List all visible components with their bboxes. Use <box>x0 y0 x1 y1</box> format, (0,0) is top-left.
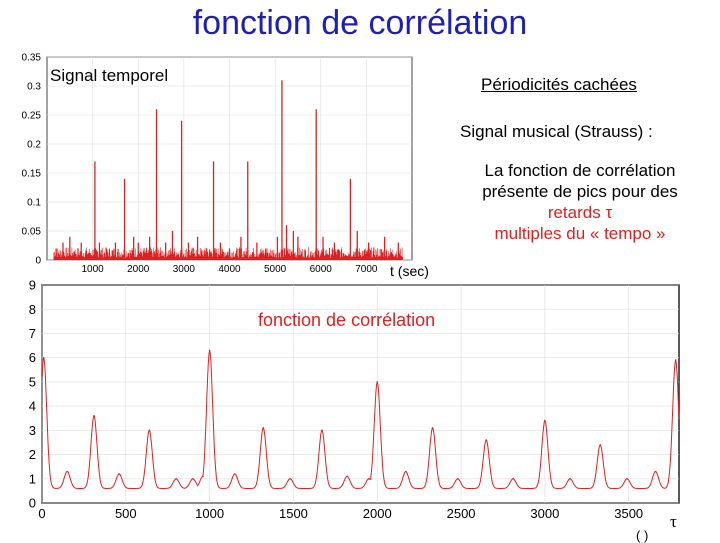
bottom-y-tick-label: 1 <box>29 471 36 486</box>
bottom-y-tick-label: 5 <box>29 374 36 389</box>
bottom-y-tick-label: 2 <box>29 447 36 462</box>
bottom-x-ticks: 0 500 1000 1500 2000 2500 3000 3500 <box>38 506 643 521</box>
top-y-tick-label: 0.25 <box>22 111 42 122</box>
bottom-peak <box>202 475 204 478</box>
top-chart: 0 0.05 0.1 0.15 0.2 0.25 0.3 0.35 1000 2000 3000 4… <box>22 53 413 275</box>
top-y-tick-label: 0.1 <box>27 198 41 209</box>
label-periodicites-cachees: Périodicités cachées <box>481 75 637 94</box>
top-y-tick-label: 0 <box>35 256 41 267</box>
bottom-peak <box>346 475 348 478</box>
bottom-peak <box>118 473 120 475</box>
label-tau: τ <box>670 512 677 531</box>
explanation-line-4: multiples du « tempo » <box>494 224 666 243</box>
label-t-sec: t (sec) <box>390 263 429 279</box>
explanation-line-1: La fonction de corrélation <box>484 161 676 180</box>
bottom-grid <box>41 284 679 504</box>
bottom-x-tick-label: 1500 <box>279 506 308 521</box>
bottom-x-tick-label: 1000 <box>195 506 224 521</box>
bottom-y-tick-label: 3 <box>29 423 36 438</box>
top-x-tick-label: 3000 <box>173 264 196 275</box>
bottom-peak <box>626 477 628 480</box>
bottom-chart: 0 1 2 3 4 5 6 7 8 9 0 500 1000 1500 2000 2500 3000 3500 <box>29 278 680 521</box>
explanation-line-2: présente de pics pour des <box>482 182 678 201</box>
top-x-tick-label: 4000 <box>218 264 241 275</box>
label-signal-temporel: Signal temporel <box>50 66 169 85</box>
bottom-x-tick-label: 3500 <box>614 506 643 521</box>
bottom-y-tick-label: 8 <box>29 302 36 317</box>
bottom-x-tick-label: 2000 <box>363 506 392 521</box>
top-signal-series <box>53 80 403 260</box>
top-y-tick-label: 0.35 <box>22 53 42 64</box>
top-x-tick-label: 6000 <box>310 264 333 275</box>
bottom-peak <box>456 477 459 480</box>
top-y-tick-label: 0.3 <box>27 82 41 93</box>
top-y-ticks: 0 0.05 0.1 0.15 0.2 0.25 0.3 0.35 <box>22 53 42 267</box>
bottom-y-tick-label: 6 <box>29 350 36 365</box>
bottom-correlation-series <box>41 349 680 490</box>
label-fonction-correlation: fonction de corrélation <box>258 310 436 330</box>
bottom-correlation-line <box>41 350 680 490</box>
bottom-peak <box>262 427 265 429</box>
bottom-peak <box>42 356 45 359</box>
explanation-text: La fonction de corrélation présente de p… <box>440 160 720 244</box>
top-x-tick-label: 2000 <box>127 264 150 275</box>
bottom-peak <box>431 427 434 429</box>
label-tau-unit: ( ) <box>636 528 649 543</box>
bottom-y-tick-label: 4 <box>29 399 36 414</box>
bottom-peak <box>175 477 177 480</box>
bottom-y-tick-label: 0 <box>29 496 36 511</box>
top-x-tick-label: 7000 <box>355 264 378 275</box>
bottom-x-tick-label: 500 <box>115 506 137 521</box>
bottom-peak <box>148 429 151 432</box>
bottom-peak <box>66 470 68 473</box>
top-x-tick-label: 5000 <box>264 264 287 275</box>
bottom-x-tick-label: 3000 <box>530 506 559 521</box>
bottom-peak <box>192 477 194 480</box>
bottom-y-tick-label: 7 <box>29 326 36 341</box>
top-x-ticks: 1000 2000 3000 4000 5000 6000 7000 <box>82 264 378 275</box>
bottom-peak <box>674 359 677 361</box>
bottom-peak <box>233 473 236 475</box>
bottom-peak <box>654 470 657 473</box>
bottom-peak <box>93 415 95 417</box>
bottom-peak <box>569 477 571 480</box>
slide-title: fonction de corrélation <box>192 4 528 42</box>
explanation-line-3: retards τ <box>547 203 613 222</box>
bottom-peak <box>485 439 488 441</box>
top-y-tick-label: 0.15 <box>22 169 42 180</box>
bottom-peak <box>512 477 514 480</box>
bottom-peak <box>208 349 211 352</box>
top-y-tick-label: 0.2 <box>27 140 41 151</box>
bottom-peak <box>376 381 379 383</box>
bottom-peak <box>544 419 546 422</box>
top-grid <box>47 56 412 261</box>
bottom-x-tick-label: 0 <box>38 506 45 521</box>
top-x-tick-label: 1000 <box>82 264 105 275</box>
bottom-peak <box>368 477 370 480</box>
bottom-x-tick-label: 2500 <box>447 506 476 521</box>
bottom-y-tick-label: 9 <box>29 278 36 293</box>
bottom-peak <box>321 429 323 432</box>
bottom-peak <box>289 477 291 480</box>
bottom-peak <box>404 470 407 473</box>
bottom-peak <box>599 444 602 446</box>
bottom-y-ticks: 0 1 2 3 4 5 6 7 8 9 <box>29 278 36 511</box>
label-signal-musical: Signal musical (Strauss) : <box>460 122 653 141</box>
top-y-tick-label: 0.05 <box>22 227 42 238</box>
